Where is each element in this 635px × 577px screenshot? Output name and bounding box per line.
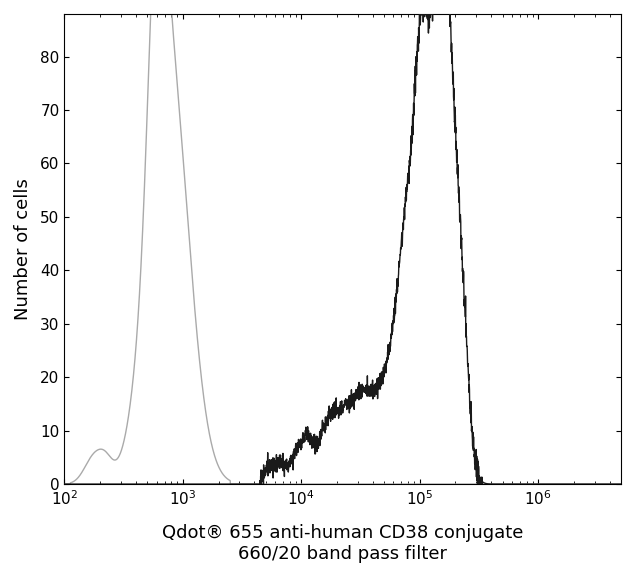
Y-axis label: Number of cells: Number of cells: [14, 178, 32, 320]
X-axis label: Qdot® 655 anti-human CD38 conjugate
660/20 band pass filter: Qdot® 655 anti-human CD38 conjugate 660/…: [162, 524, 523, 563]
